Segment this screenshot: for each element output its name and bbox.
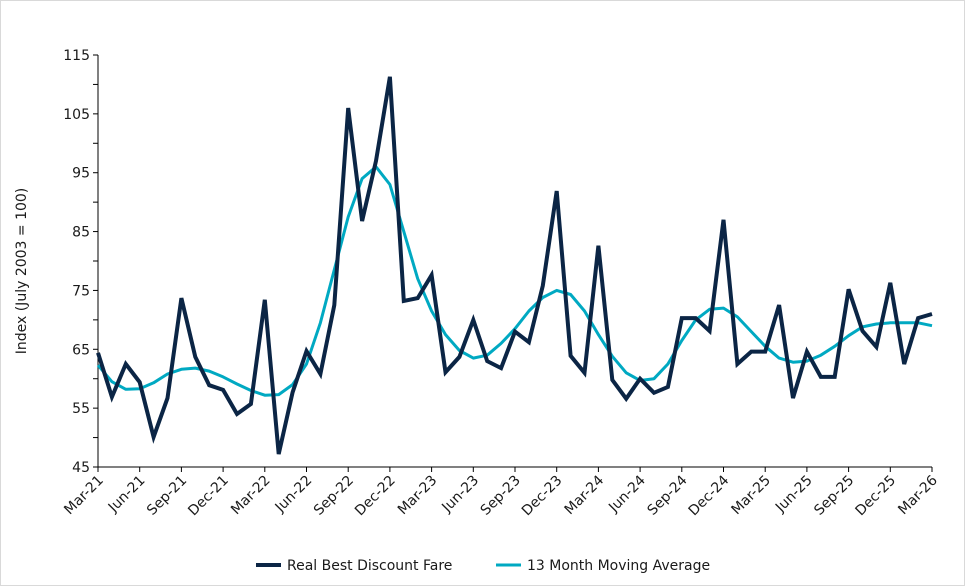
legend-label-moving-average: 13 Month Moving Average [527,558,710,574]
x-tick-label: Dec-23 [519,473,566,520]
x-tick-label: Dec-22 [352,473,399,520]
x-tick-label: Mar-26 [895,472,941,518]
x-tick-label: Dec-25 [852,473,899,520]
y-tick-label: 75 [72,283,90,299]
y-tick-label: 95 [72,166,90,182]
x-tick-label: Mar-21 [61,473,107,519]
series-line-moving-average [96,165,933,397]
x-tick-label: Mar-24 [562,472,608,518]
x-tick-label: Sep-21 [144,473,190,519]
x-tick-label: Jun-25 [772,473,816,517]
y-tick-label: 45 [72,460,90,476]
y-tick-label: 115 [63,48,90,64]
series-line-fare [96,76,933,455]
x-tick-label: Sep-25 [811,473,857,519]
x-tick-label: Mar-23 [395,473,441,519]
x-tick-label: Sep-22 [311,473,357,519]
x-tick-label: Mar-22 [228,473,274,519]
x-tick-label: Jun-24 [605,472,649,516]
x-tick-label: Mar-25 [728,473,774,519]
x-tick-label: Dec-21 [185,473,232,520]
legend: Real Best Discount Fare 13 Month Moving … [256,558,710,574]
x-tick-label: Jun-21 [105,473,149,517]
y-axis: 45 55 65 75 85 95 105 115 [63,48,99,476]
y-tick-label: 55 [72,401,90,417]
x-axis: Mar-21Jun-21Sep-21Dec-21Mar-22Jun-22Sep-… [61,466,941,520]
x-tick-label: Sep-24 [644,472,690,518]
series-lines [96,76,933,455]
y-tick-label: 85 [72,225,90,241]
x-tick-label: Sep-23 [478,473,524,519]
y-tick-label: 105 [63,107,90,123]
y-tick-label: 65 [72,342,90,358]
x-tick-label: Jun-22 [272,473,316,517]
x-tick-label: Dec-24 [686,472,733,519]
y-axis-label: Index (July 2003 = 100) [14,188,30,355]
x-tick-label: Jun-23 [438,473,482,517]
legend-label-fare: Real Best Discount Fare [287,558,452,574]
